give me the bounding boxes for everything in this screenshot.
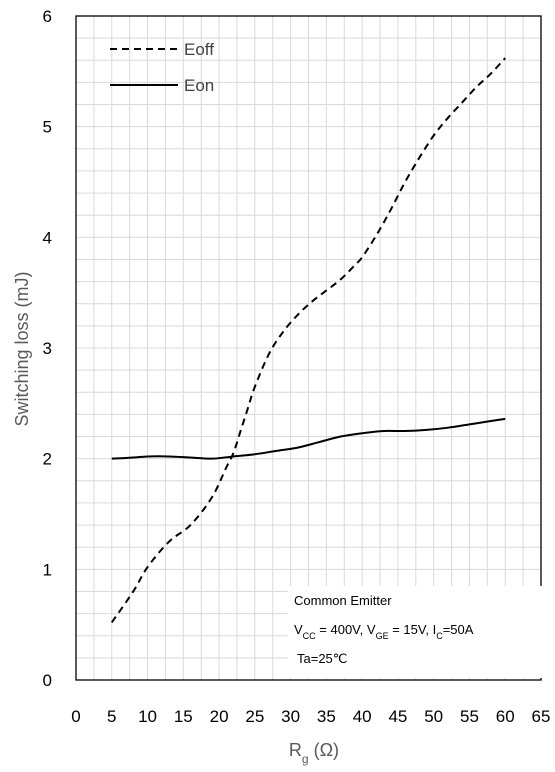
y-tick-label: 2 (43, 450, 52, 469)
x-tick-label: 65 (532, 707, 551, 726)
y-tick-label: 1 (43, 560, 52, 579)
x-tick-label: 25 (245, 707, 264, 726)
annotation-line-3: Ta=25℃ (297, 651, 347, 666)
conditions-annotation: Common Emitter VCC = 400V, VGE = 15V, IC… (288, 586, 544, 678)
x-tick-label: 5 (107, 707, 116, 726)
annotation-line-1: Common Emitter (294, 593, 392, 608)
series-line-eoff (110, 57, 506, 624)
annotation-background (288, 586, 544, 678)
grid (76, 16, 541, 680)
x-tick-label: 15 (174, 707, 193, 726)
legend: Eoff Eon (110, 40, 214, 95)
x-tick-label: 35 (317, 707, 336, 726)
x-tick-label: 45 (388, 707, 407, 726)
x-tick-labels: 0 5 10 15 20 25 30 35 40 45 50 55 60 65 (71, 707, 550, 726)
x-tick-label: 0 (71, 707, 80, 726)
y-tick-label: 3 (43, 339, 52, 358)
x-tick-label: 10 (138, 707, 157, 726)
y-tick-label: 4 (43, 228, 52, 247)
series-layer (110, 57, 506, 624)
y-axis-title: Switching loss (mJ) (12, 271, 32, 426)
y-tick-label: 0 (43, 671, 52, 690)
x-tick-label: 20 (210, 707, 229, 726)
y-tick-label: 6 (43, 7, 52, 26)
y-tick-label: 5 (43, 118, 52, 137)
plot-frame (75, 15, 542, 681)
x-tick-label: 50 (424, 707, 443, 726)
annotation-line-2: VCC = 400V, VGE = 15V, IC=50A (294, 622, 474, 641)
series-line-eon (111, 417, 506, 460)
x-tick-label: 40 (353, 707, 372, 726)
y-tick-labels: 0 1 2 3 4 5 6 (43, 7, 52, 690)
legend-eon-label: Eon (184, 76, 214, 95)
x-tick-label: 55 (460, 707, 479, 726)
x-tick-label: 30 (281, 707, 300, 726)
legend-eoff-label: Eoff (184, 40, 214, 59)
x-axis-title: Rg (Ω) (289, 740, 339, 766)
x-tick-label: 60 (496, 707, 515, 726)
